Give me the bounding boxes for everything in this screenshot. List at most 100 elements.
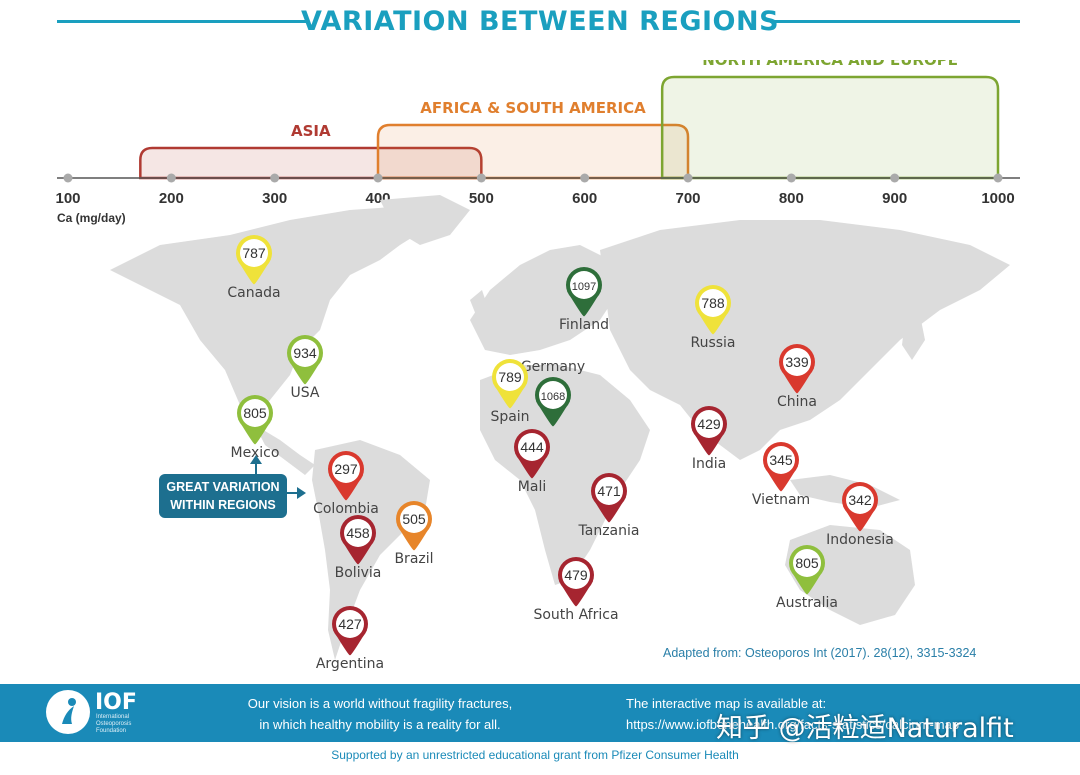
pin-face [695, 410, 723, 438]
pin-country-label: Germany [521, 359, 585, 375]
scale-tick-dot [786, 173, 796, 183]
pin-value: 805 [795, 555, 819, 571]
pin-face [846, 486, 874, 514]
pin-value: 429 [697, 416, 721, 432]
country-pin: 789 Spain [490, 359, 530, 425]
pin-face [767, 446, 795, 474]
pin-value: 934 [293, 345, 317, 361]
pin-face [699, 289, 727, 317]
scale-tick-label: 200 [159, 190, 184, 207]
country-pin: 788 Russia [690, 285, 736, 351]
pin-value: 787 [242, 245, 266, 261]
scale-tick-dot [270, 173, 280, 183]
scale-tick-label: 700 [675, 190, 700, 207]
country-pin: 471 Tanzania [578, 473, 640, 539]
scale-tick-dot [373, 173, 383, 183]
central-america-shape [255, 425, 315, 475]
callout-line-1: GREAT VARIATION [166, 480, 280, 494]
pin-country-label: Vietnam [752, 492, 810, 508]
greenland-shape [380, 195, 470, 245]
pin-value: 471 [597, 483, 621, 499]
support-note: Supported by an unrestricted educational… [331, 748, 739, 762]
pin-face [783, 348, 811, 376]
pin-country-label: USA [291, 385, 320, 401]
pin-face [496, 363, 524, 391]
page-title: VARIATION BETWEEN REGIONS [300, 6, 780, 37]
map-link[interactable]: https://www.iofbonehealth.org/facts-stat… [626, 717, 960, 732]
range-label: AFRICA & SOUTH AMERICA [420, 99, 646, 117]
country-pin: 787 Canada [227, 235, 281, 301]
country-pin: 297 Colombia [313, 451, 379, 517]
country-pin: 339 China [777, 344, 817, 410]
pin-value: 458 [346, 525, 370, 541]
pin-value: 345 [769, 452, 793, 468]
pin-value: 339 [785, 354, 809, 370]
range-bracket [376, 123, 690, 180]
scale-tick-label: 1000 [981, 190, 1014, 207]
europe-shape [470, 245, 620, 355]
scale-tick-dot [166, 173, 176, 183]
scale-tick-label: 600 [572, 190, 597, 207]
pin-country-label: South Africa [533, 607, 618, 623]
pin-country-label: Mali [518, 479, 546, 495]
pin-value: 1097 [572, 281, 596, 293]
pin-country-label: Indonesia [826, 532, 894, 548]
pin-country-label: China [777, 394, 817, 410]
great-variation-callout: GREAT VARIATION WITHIN REGIONS [159, 474, 287, 518]
country-pin: 934 USA [287, 335, 323, 401]
range-bracket [139, 146, 483, 180]
pin-face [344, 519, 372, 547]
north-america-shape [110, 205, 440, 425]
pin-face [562, 561, 590, 589]
pin-face [595, 477, 623, 505]
vision-line-2: in which healthy mobility is a reality f… [259, 717, 501, 732]
scale-tick-label: 900 [882, 190, 907, 207]
south-america-shape [312, 440, 430, 660]
scale-tick-label: 800 [779, 190, 804, 207]
pin-value: 505 [402, 511, 426, 527]
country-pin: 805 Mexico [231, 395, 279, 461]
scale-tick-dot [993, 173, 1003, 183]
pin-country-label: Argentina [316, 656, 384, 672]
pin-country-label: Bolivia [335, 565, 382, 581]
callout-line-2: WITHIN REGIONS [170, 498, 276, 512]
pin-value: 1068 [541, 391, 565, 403]
country-pin: 505 Brazil [394, 501, 434, 567]
source-citation: Adapted from: Osteoporos Int (2017). 28(… [663, 646, 977, 660]
pin-country-label: Brazil [394, 551, 433, 567]
range-scale-chart: ASIA AFRICA & SOUTH AMERICA NORTH AMERICA … [55, 60, 1020, 207]
pin-face [539, 381, 567, 409]
scale-tick-label: 300 [262, 190, 287, 207]
uk-shape [470, 290, 488, 320]
country-pin: 345 Vietnam [752, 442, 810, 508]
pin-face [793, 549, 821, 577]
footer-band [0, 684, 1080, 742]
pin-country-label: Tanzania [578, 523, 640, 539]
pin-value: 789 [498, 369, 522, 385]
pin-value: 297 [334, 461, 358, 477]
pin-face [400, 505, 428, 533]
asia-shape [600, 220, 1010, 460]
range-label: NORTH AMERICA AND EUROPE [702, 60, 958, 69]
title-bar: VARIATION BETWEEN REGIONS [0, 0, 1080, 48]
scale-tick-dot [890, 173, 900, 183]
japan-shape [902, 315, 925, 360]
pin-face [570, 271, 598, 299]
country-pin: 429 India [691, 406, 727, 472]
title-rule-left [57, 20, 307, 23]
vision-statement: Our vision is a world without fragility … [230, 693, 530, 735]
pin-value: 444 [520, 439, 544, 455]
pin-value: 805 [243, 405, 267, 421]
pin-face [291, 339, 319, 367]
iof-logo-icon [46, 690, 90, 734]
country-pin: 444 Mali [514, 429, 550, 495]
scale-tick-dot [580, 173, 590, 183]
pin-country-label: Finland [559, 317, 609, 333]
country-pins: 787 Canada 934 USA 805 Mexico 297 Colombia 458 Bo… [227, 235, 894, 672]
pin-country-label: Canada [227, 285, 280, 301]
country-pin: 458 Bolivia [335, 515, 382, 581]
pin-value: 788 [701, 295, 725, 311]
africa-shape [480, 365, 650, 585]
iof-logo-text: IOF [95, 690, 137, 715]
axis-unit-label: Ca (mg/day) [57, 211, 126, 225]
